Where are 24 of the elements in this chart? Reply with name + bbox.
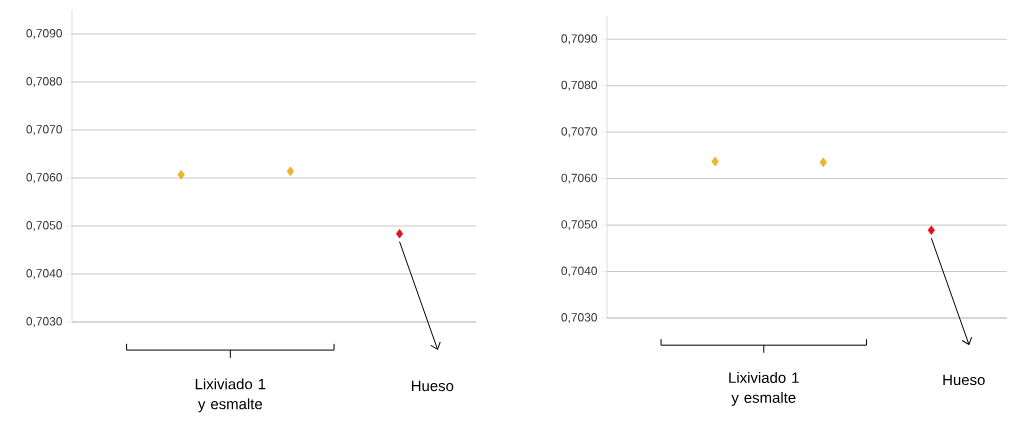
y-tick-label: 0,7060 (561, 173, 598, 184)
point (711, 156, 719, 167)
y-tick-label: 0,7070 (26, 125, 63, 135)
y-tick-label: 0,7080 (561, 80, 598, 91)
y-tick-label: 0,7030 (26, 317, 63, 327)
point (819, 157, 827, 168)
y-tick-label: 0,7030 (561, 313, 598, 323)
y-tick-label: 0,7090 (561, 34, 598, 45)
text: Lixiviado 1 y esmalte (729, 372, 799, 406)
y-tick-label: 0,7040 (26, 269, 63, 279)
y-tick-label: 0,7040 (561, 266, 598, 277)
y-tick-label: 0,7050 (26, 221, 63, 231)
y-tick-label: 0,7070 (561, 127, 598, 138)
point (286, 166, 294, 176)
point (177, 169, 185, 180)
y-tick-label: 0,7090 (26, 29, 63, 39)
point (396, 228, 404, 239)
text: Lixiviado 1 y esmalte (195, 378, 266, 413)
y-tick-label: 0,7060 (26, 173, 63, 183)
y-tick-label: 0,7050 (561, 220, 598, 231)
point (927, 225, 935, 235)
text: Hueso (943, 374, 985, 386)
y-tick-label: 0,7080 (26, 77, 63, 87)
text: Hueso (411, 380, 454, 392)
